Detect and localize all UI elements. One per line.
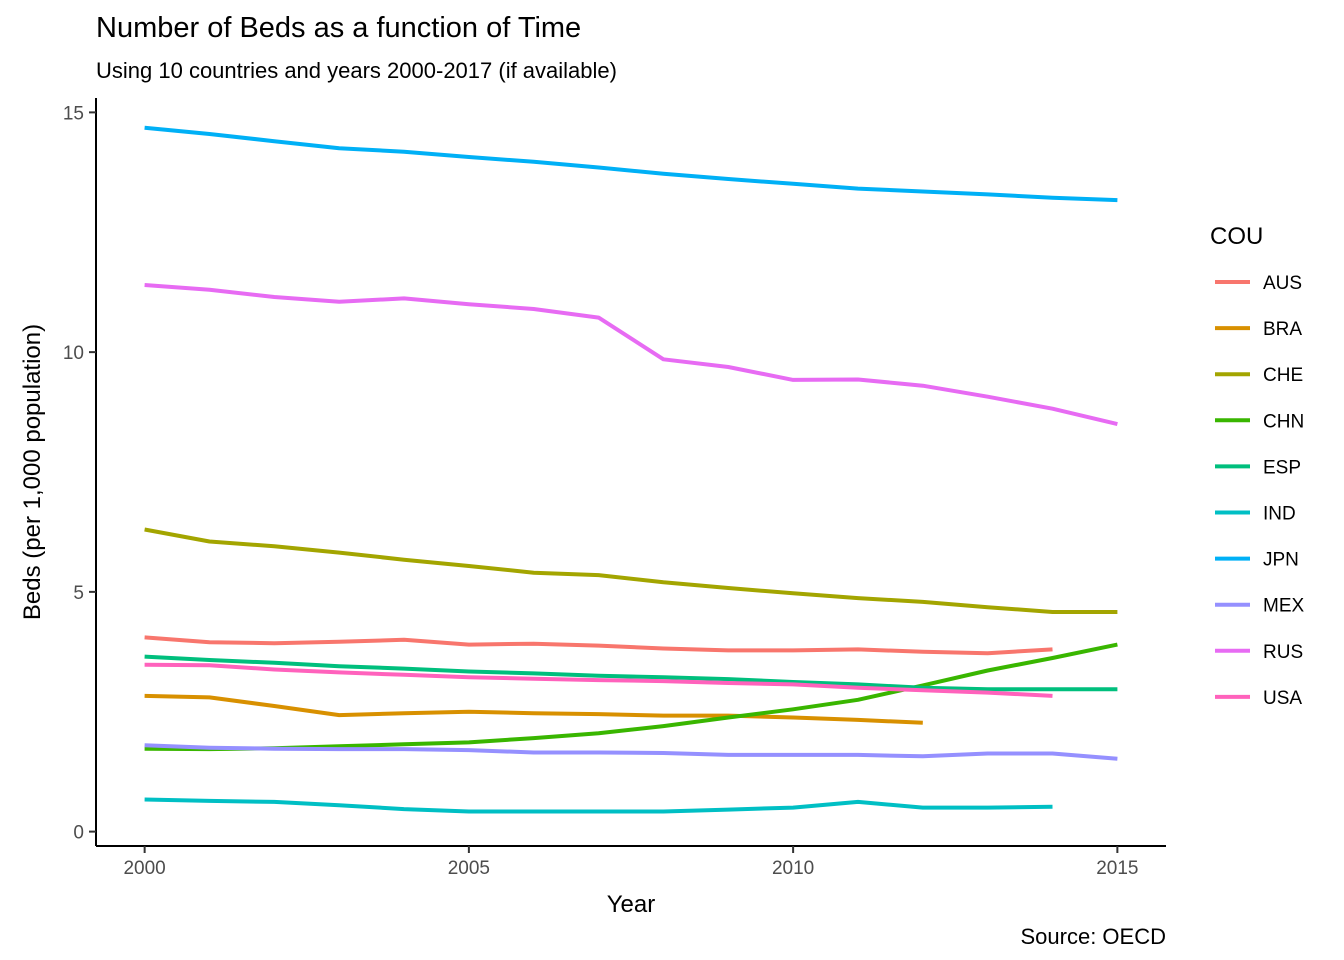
y-tick-label: 5 <box>73 583 84 604</box>
series-line-mex <box>144 743 1118 761</box>
series-line-usa <box>144 662 1053 698</box>
legend-label-jpn: JPN <box>1263 550 1299 571</box>
x-tick-label: 2005 <box>448 858 490 879</box>
legend-label-chn: CHN <box>1263 411 1304 432</box>
legend-label-usa: USA <box>1263 688 1302 709</box>
series-line-ind <box>144 797 1053 814</box>
chart-subtitle: Using 10 countries and years 2000-2017 (… <box>96 58 617 83</box>
chart-caption: Source: OECD <box>1020 924 1167 949</box>
legend-label-bra: BRA <box>1263 319 1302 340</box>
series-line-aus <box>144 635 1053 656</box>
legend-label-esp: ESP <box>1263 457 1301 478</box>
legend-label-ind: IND <box>1263 504 1296 525</box>
y-axis-title: Beds (per 1,000 population) <box>19 324 46 620</box>
legend-label-aus: AUS <box>1263 273 1302 294</box>
series-line-bra <box>144 693 923 725</box>
y-tick-label: 0 <box>73 823 84 844</box>
legend-label-rus: RUS <box>1263 642 1303 663</box>
y-tick-label: 15 <box>63 103 84 124</box>
chart-title: Number of Beds as a function of Time <box>96 12 582 44</box>
x-tick-label: 2000 <box>123 858 165 879</box>
x-axis-title: Year <box>607 891 656 918</box>
x-axis-ticks: 2000 2005 2010 2015 <box>123 846 1139 879</box>
legend-title: COU <box>1210 223 1263 250</box>
series-line-che <box>144 527 1118 614</box>
y-tick-label: 10 <box>63 343 84 364</box>
legend-label-mex: MEX <box>1263 596 1305 617</box>
series-line-esp <box>144 654 1118 692</box>
series-line-rus <box>144 283 1118 427</box>
x-tick-label: 2015 <box>1096 858 1138 879</box>
series-line-chn <box>144 642 1118 752</box>
legend: COU AUS BRA CHE CHN ESP IND JPN MEX RUS USA <box>1210 223 1305 709</box>
series-lines <box>144 125 1118 814</box>
legend-label-che: CHE <box>1263 365 1303 386</box>
series-line-jpn <box>144 125 1118 203</box>
x-tick-label: 2010 <box>772 858 814 879</box>
y-axis-ticks: 0 5 10 15 <box>63 103 96 844</box>
